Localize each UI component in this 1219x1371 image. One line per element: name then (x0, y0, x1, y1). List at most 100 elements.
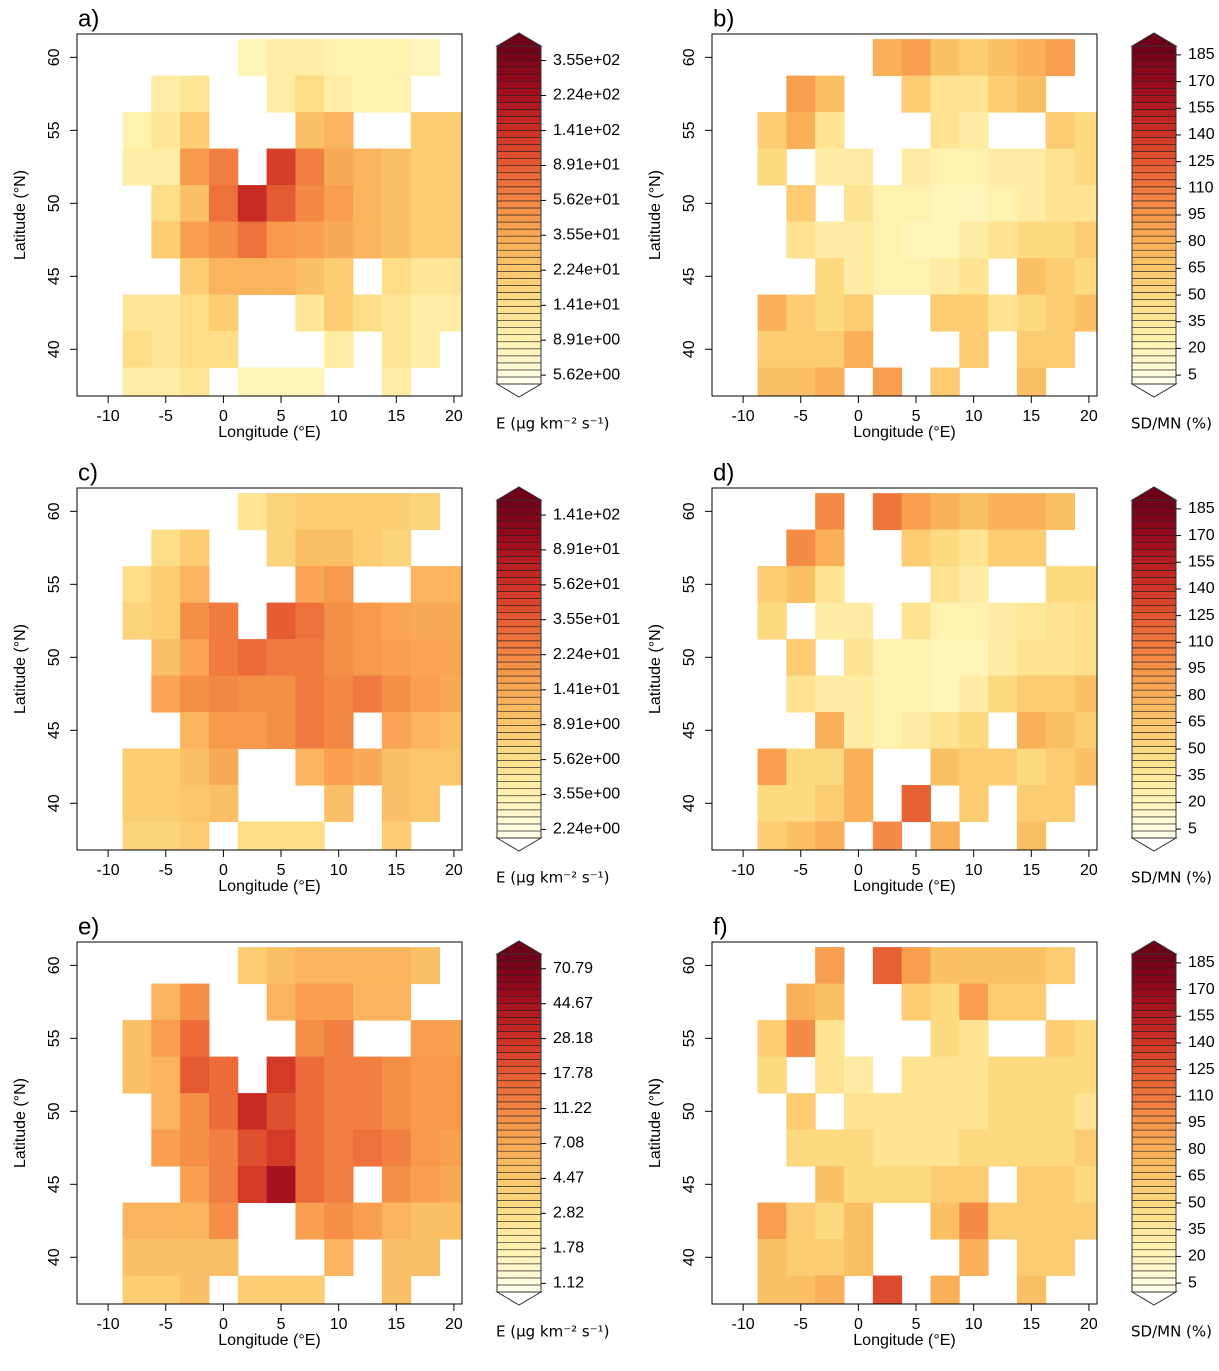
cell (815, 712, 845, 750)
colorbar-band (496, 1277, 542, 1286)
cell (410, 712, 441, 750)
colorbar-band (496, 109, 542, 117)
cell (208, 148, 239, 186)
x-tick-label: 0 (854, 408, 863, 425)
cell (410, 258, 441, 296)
cell (295, 1020, 325, 1058)
cell (237, 1275, 268, 1304)
x-tick-label: 15 (387, 862, 405, 879)
colorbar-band (496, 774, 542, 782)
cell (381, 1093, 412, 1131)
cell (901, 75, 931, 113)
map-cells (757, 947, 1097, 1304)
cell (815, 1239, 845, 1277)
cell (815, 566, 845, 604)
colorbar-band (496, 1249, 542, 1258)
cell (237, 1166, 268, 1204)
x-tick-label: 15 (387, 408, 405, 425)
colorbar-band (496, 760, 542, 768)
cell (353, 1093, 383, 1131)
x-tick-label: 0 (219, 862, 228, 879)
colorbar-band (496, 1059, 542, 1067)
cell (1045, 1239, 1076, 1277)
colorbar-tick-label: 8.91e+00 (553, 716, 620, 733)
cell (959, 983, 989, 1021)
colorbar-band (496, 348, 542, 357)
colorbar-bottom (1130, 383, 1178, 398)
cell (439, 1093, 462, 1131)
cell (151, 748, 181, 786)
cell (1074, 1129, 1097, 1167)
colorbar-tick-label: 65 (1188, 714, 1206, 731)
cell (1016, 712, 1047, 750)
cell (786, 1202, 816, 1240)
colorbar-tick-label: 50 (1188, 1194, 1206, 1211)
cell (1074, 148, 1097, 186)
cell (930, 185, 960, 223)
cell (1074, 1020, 1097, 1058)
colorbar-frame (496, 45, 542, 385)
colorbar-band (496, 73, 542, 82)
cell (901, 639, 931, 677)
cell (1074, 1166, 1097, 1204)
colorbar-band (496, 1045, 542, 1053)
colorbar-band (1131, 591, 1177, 599)
cell (815, 748, 845, 786)
cell (815, 221, 845, 259)
colorbar-band (1131, 703, 1177, 712)
colorbar-band (1131, 520, 1177, 529)
cell (901, 39, 931, 77)
cell (1074, 185, 1097, 223)
cell (959, 221, 989, 259)
cell (410, 1166, 441, 1204)
cell (1045, 1056, 1076, 1094)
cell (353, 1202, 383, 1240)
y-tick-label: 40 (46, 340, 63, 358)
cell (757, 1020, 787, 1058)
cell (381, 748, 412, 786)
colorbar-band (496, 1108, 542, 1117)
colorbar-band (1131, 696, 1177, 705)
colorbar-band (1131, 109, 1177, 117)
cell (324, 1093, 354, 1131)
cell (786, 785, 816, 823)
cell (180, 258, 210, 296)
cell (208, 1093, 239, 1131)
cell (324, 1056, 354, 1094)
colorbar-band (496, 1115, 542, 1124)
colorbar-band (1131, 668, 1177, 677)
colorbar-bottom (495, 383, 543, 398)
colorbar-tick-label: 2.82 (553, 1205, 584, 1222)
cell (1074, 712, 1097, 750)
cell (815, 493, 845, 531)
cell (122, 367, 152, 396)
colorbar-band (1131, 1052, 1177, 1060)
cell (988, 1056, 1018, 1094)
colorbar-band (1131, 1214, 1177, 1222)
colorbar-band (1131, 285, 1177, 293)
colorbar-band (496, 278, 542, 286)
cell (122, 748, 152, 786)
cell (324, 112, 354, 150)
cell (266, 1166, 296, 1204)
cell (410, 1239, 441, 1277)
cell (324, 529, 354, 567)
colorbar-band (496, 689, 542, 698)
x-tick-label: 20 (445, 1316, 463, 1333)
cell (381, 294, 412, 332)
cell (959, 1056, 989, 1094)
cell (872, 1166, 903, 1204)
cell (901, 712, 931, 750)
colorbar-band (1131, 598, 1177, 606)
colorbar-band (496, 795, 542, 804)
cell (381, 493, 412, 531)
cell (1074, 1093, 1097, 1131)
colorbar-band (1131, 1277, 1177, 1286)
cell (959, 529, 989, 567)
cell (237, 185, 268, 223)
cell (757, 748, 787, 786)
colorbar-band (1131, 1193, 1177, 1201)
map-cells (757, 493, 1097, 850)
x-axis-title: Longitude (°E) (853, 878, 955, 895)
